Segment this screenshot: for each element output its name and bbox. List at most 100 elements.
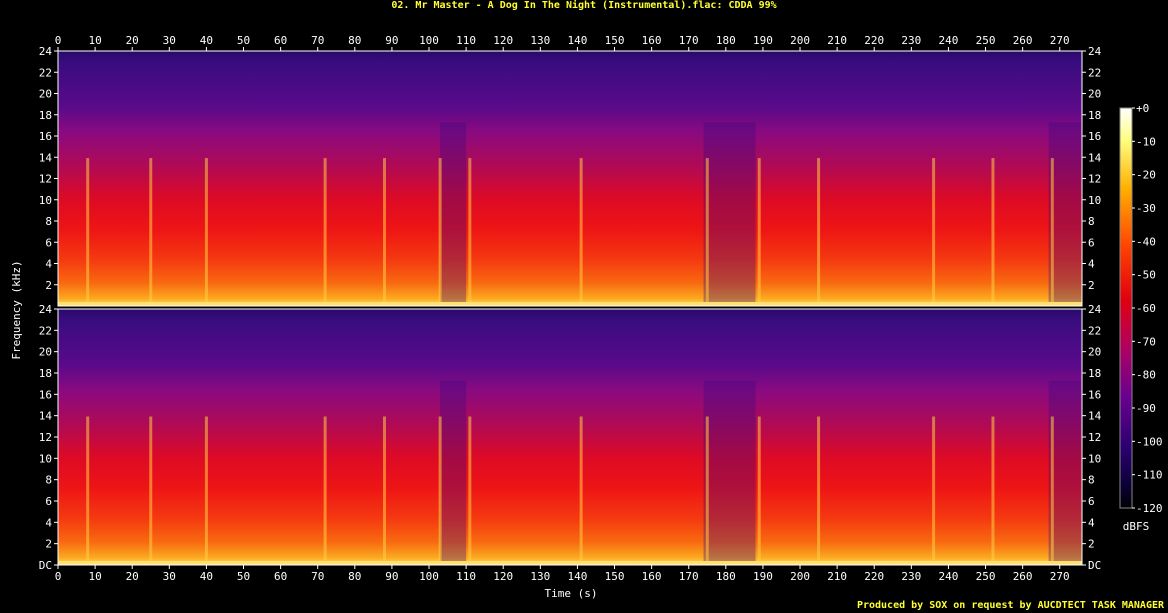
xtick-label-bottom: 100 xyxy=(419,570,439,583)
xtick-label-bottom: 110 xyxy=(456,570,476,583)
channel-2-ytick-label-left: 22 xyxy=(39,324,52,337)
xtick-label-bottom: 200 xyxy=(790,570,810,583)
colorbar-tick-label: -90 xyxy=(1136,402,1156,415)
channel-1-transient-6 xyxy=(468,158,472,306)
xtick-label-top: 220 xyxy=(864,34,884,47)
channel-2-transient-5 xyxy=(438,416,442,565)
xtick-label-bottom: 160 xyxy=(642,570,662,583)
channel-1-ytick-label-left: 6 xyxy=(45,236,52,249)
xtick-label-bottom: 60 xyxy=(274,570,287,583)
xtick-label-top: 150 xyxy=(605,34,625,47)
channel-1-transient-13 xyxy=(1050,158,1054,306)
channel-2-quiet-segment-2 xyxy=(1048,380,1082,565)
channel-2-ytick-label-right: 6 xyxy=(1088,495,1095,508)
xtick-label-bottom: 0 xyxy=(55,570,62,583)
channel-1-transient-2 xyxy=(204,158,208,306)
channel-2-transient-1 xyxy=(149,416,153,565)
channel-1-ytick-label-left: 16 xyxy=(39,130,52,143)
xtick-label-bottom: 80 xyxy=(348,570,361,583)
xtick-label-top: 160 xyxy=(642,34,662,47)
xtick-label-bottom: 230 xyxy=(901,570,921,583)
xtick-label-top: 270 xyxy=(1050,34,1070,47)
xtick-label-bottom: 70 xyxy=(311,570,324,583)
channel-2-transient-2 xyxy=(204,416,208,565)
xtick-label-top: 70 xyxy=(311,34,324,47)
channel-2-transient-7 xyxy=(579,416,583,565)
colorbar-tick-label: -80 xyxy=(1136,369,1156,382)
channel-1-ytick-label-left: 18 xyxy=(39,109,52,122)
xtick-label-bottom: 260 xyxy=(1013,570,1033,583)
colorbar-scale xyxy=(1120,108,1132,508)
channel-2-ytick-label-right: 24 xyxy=(1088,303,1102,316)
channel-2-low-band xyxy=(58,561,1082,565)
channel-1-ytick-label-left: 2 xyxy=(45,279,52,292)
channel-1-ytick-label-right: 4 xyxy=(1088,258,1095,271)
channel-1-ytick-label-right: 14 xyxy=(1088,151,1102,164)
channel-2-ytick-label-right: 2 xyxy=(1088,538,1095,551)
xtick-label-bottom: 10 xyxy=(88,570,101,583)
channel-1-low-band xyxy=(58,302,1082,306)
xtick-label-bottom: 150 xyxy=(605,570,625,583)
colorbar-tick-label: -120 xyxy=(1136,502,1163,515)
xtick-label-bottom: 130 xyxy=(530,570,550,583)
channel-2-ytick-label-right: 18 xyxy=(1088,367,1101,380)
channel-1-transient-9 xyxy=(757,158,761,306)
channel-1-ytick-label-right: 2 xyxy=(1088,279,1095,292)
channel-1-ytick-label-left: 12 xyxy=(39,173,52,186)
xtick-label-top: 40 xyxy=(200,34,213,47)
xtick-label-top: 90 xyxy=(385,34,398,47)
xtick-label-top: 250 xyxy=(976,34,996,47)
xtick-label-top: 120 xyxy=(493,34,513,47)
xtick-label-top: 190 xyxy=(753,34,773,47)
xtick-label-bottom: 140 xyxy=(567,570,587,583)
xtick-label-bottom: 250 xyxy=(976,570,996,583)
xtick-label-top: 30 xyxy=(163,34,176,47)
channel-2-ytick-label-right: 4 xyxy=(1088,516,1095,529)
channel-2-ytick-label-right: 8 xyxy=(1088,474,1095,487)
channel-2-transient-3 xyxy=(323,416,327,565)
xtick-label-top: 80 xyxy=(348,34,361,47)
xtick-label-top: 140 xyxy=(567,34,587,47)
xtick-label-bottom: 50 xyxy=(237,570,250,583)
channel-1-quiet-segment-0 xyxy=(440,122,467,307)
xtick-label-bottom: 170 xyxy=(679,570,699,583)
channel-1-quiet-segment-2 xyxy=(1048,122,1082,307)
channel-1-ytick-label-right: 10 xyxy=(1088,194,1101,207)
colorbar-tick-label: +0 xyxy=(1136,102,1149,115)
channel-2-ytick-label-right: 20 xyxy=(1088,346,1101,359)
channel-2-ytick-label-left: 16 xyxy=(39,388,52,401)
channel-1-ytick-label-left: 4 xyxy=(45,258,52,271)
channel-2-transient-0 xyxy=(86,416,90,565)
channel-1-ytick-label-right: 6 xyxy=(1088,236,1095,249)
channel-2-transient-9 xyxy=(757,416,761,565)
colorbar-tick-label: -100 xyxy=(1136,435,1163,448)
xtick-label-top: 60 xyxy=(274,34,287,47)
channel-2-ytick-label-left: 24 xyxy=(39,303,53,316)
xtick-label-top: 200 xyxy=(790,34,810,47)
xtick-label-top: 0 xyxy=(55,34,62,47)
channel-1-quiet-segment-1 xyxy=(703,122,756,307)
channel-2-ytick-label-right: 10 xyxy=(1088,452,1101,465)
xtick-label-bottom: 120 xyxy=(493,570,513,583)
channel-2-ytick-label-left: 8 xyxy=(45,474,52,487)
colorbar-label: dBFS xyxy=(1123,520,1150,533)
channel-2-ytick-label-right: 14 xyxy=(1088,410,1102,423)
channel-1-ytick-label-left: 8 xyxy=(45,215,52,228)
channel-1-ytick-label-right: 8 xyxy=(1088,215,1095,228)
channel-1-ytick-label-right: 22 xyxy=(1088,66,1101,79)
channel-1-ytick-label-right: 24 xyxy=(1088,45,1102,58)
channel-2-quiet-segment-1 xyxy=(703,380,756,565)
y-axis-label: Frequency (kHz) xyxy=(10,260,23,359)
channel-1-ytick-label-right: 12 xyxy=(1088,173,1101,186)
xtick-label-top: 20 xyxy=(126,34,139,47)
colorbar-tick-label: -20 xyxy=(1136,169,1156,182)
xtick-label-top: 110 xyxy=(456,34,476,47)
xtick-label-top: 230 xyxy=(901,34,921,47)
colorbar-tick-label: -70 xyxy=(1136,335,1156,348)
channel-1-ytick-label-left: 10 xyxy=(39,194,52,207)
xtick-label-top: 100 xyxy=(419,34,439,47)
xtick-label-bottom: 190 xyxy=(753,570,773,583)
channel-1-transient-1 xyxy=(149,158,153,306)
channel-2-quiet-segment-0 xyxy=(440,380,467,565)
